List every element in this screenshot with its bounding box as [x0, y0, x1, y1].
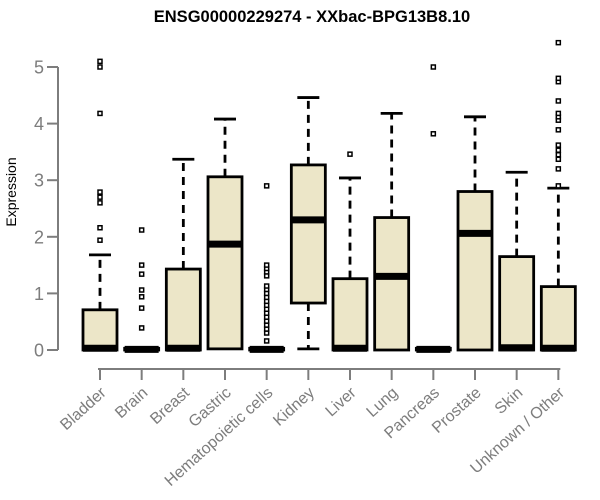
boxplot-prostate	[456, 115, 494, 352]
outlier-point	[555, 151, 562, 158]
outlier-point	[555, 39, 562, 46]
iqr-box	[331, 277, 369, 352]
iqr-box	[373, 216, 411, 352]
boxplot-breast	[164, 157, 202, 352]
x-category-label: Brain	[112, 384, 151, 422]
boxplot-unknown-other	[539, 39, 577, 352]
outlier-point	[555, 166, 562, 172]
y-tick-label: 1	[34, 284, 44, 304]
iqr-box	[206, 175, 244, 351]
outlier-point	[555, 142, 562, 148]
boxplot-skin	[498, 170, 536, 352]
outlier-point	[263, 262, 270, 268]
y-tick-label: 4	[34, 114, 44, 134]
y-axis: 0 1 2 3 4 5	[34, 58, 59, 361]
boxplot-liver	[331, 151, 369, 352]
x-category-label: Breast	[147, 384, 193, 428]
iqr-box	[456, 190, 494, 352]
outlier-point	[97, 110, 103, 117]
y-tick-label: 2	[34, 227, 44, 247]
outlier-point	[138, 287, 145, 293]
x-category-label: Liver	[323, 384, 361, 420]
boxplot-pancreas	[414, 64, 452, 353]
outlier-point	[555, 183, 562, 189]
outlier-point	[97, 224, 103, 231]
outlier-point	[347, 151, 353, 157]
outlier-point	[555, 147, 562, 153]
outlier-point	[430, 64, 437, 70]
x-category-label: Bladder	[57, 384, 110, 434]
outlier-point	[555, 110, 562, 117]
iqr-box	[289, 163, 327, 305]
outlier-point	[555, 98, 562, 104]
boxplot-bladder	[81, 58, 119, 352]
iqr-box	[164, 267, 202, 352]
y-tick-label: 0	[34, 341, 44, 361]
outlier-point	[138, 325, 145, 331]
iqr-box	[81, 308, 119, 352]
iqr-box	[498, 255, 536, 352]
outlier-point	[430, 131, 437, 137]
y-axis-title: Expression	[3, 157, 19, 226]
outlier-point	[263, 283, 270, 289]
x-category-label: Lung	[364, 384, 402, 420]
outlier-point	[555, 75, 562, 82]
outlier-point	[97, 194, 103, 200]
boxplot-lung	[373, 112, 411, 352]
outlier-point	[97, 64, 103, 70]
outlier-point	[555, 127, 562, 133]
iqr-box	[539, 285, 577, 352]
boxplot-hematopoietic-cells	[248, 183, 286, 353]
plot-area	[81, 39, 577, 353]
boxplot-brain	[123, 227, 161, 353]
x-category-label: Kidney	[270, 384, 318, 429]
outlier-point	[97, 237, 103, 243]
outlier-point	[555, 156, 562, 163]
y-tick-label: 5	[34, 58, 44, 78]
outlier-point	[97, 189, 103, 195]
boxplot-gastric	[206, 117, 244, 351]
outlier-point	[263, 183, 270, 189]
outlier-point	[263, 338, 270, 344]
x-category-label: Skin	[492, 384, 527, 417]
outlier-point	[138, 262, 145, 268]
outlier-point	[138, 305, 145, 311]
outlier-point	[97, 58, 103, 65]
outlier-point	[138, 271, 145, 277]
outlier-point	[138, 227, 145, 233]
outlier-point	[97, 200, 103, 206]
chart-title: ENSG00000229274 - XXbac-BPG13B8.10	[154, 8, 470, 26]
y-tick-label: 3	[34, 171, 44, 191]
boxplot-kidney	[289, 96, 327, 351]
outlier-point	[138, 294, 145, 300]
